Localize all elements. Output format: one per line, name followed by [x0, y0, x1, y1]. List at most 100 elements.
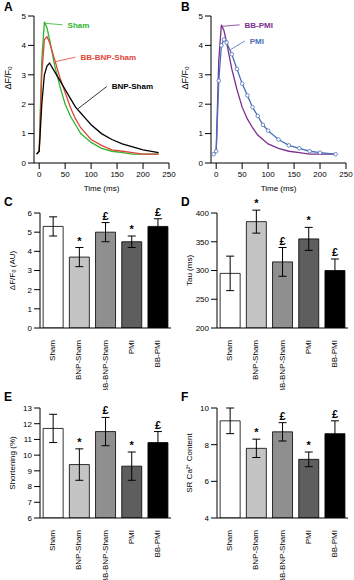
- svg-text:*: *: [77, 235, 82, 247]
- svg-text:8: 8: [205, 441, 210, 450]
- svg-text:BB-BNP-Sham: BB-BNP-Sham: [81, 53, 137, 62]
- svg-text:Time (ms): Time (ms): [84, 184, 120, 193]
- svg-text:1: 1: [199, 129, 204, 138]
- svg-text:11: 11: [24, 435, 33, 444]
- svg-text:200: 200: [196, 324, 210, 333]
- svg-text:BB-PMI: BB-PMI: [245, 21, 273, 30]
- svg-text:3: 3: [28, 266, 33, 275]
- svg-text:400: 400: [196, 209, 210, 218]
- svg-text:4: 4: [22, 41, 27, 50]
- svg-text:*: *: [130, 439, 135, 451]
- svg-text:0: 0: [28, 324, 33, 333]
- svg-text:ΔF/F₀: ΔF/F₀: [180, 66, 190, 90]
- svg-text:Sham: Sham: [48, 340, 57, 361]
- svg-text:10: 10: [200, 404, 209, 413]
- svg-text:250: 250: [196, 295, 210, 304]
- svg-text:250: 250: [162, 170, 176, 179]
- svg-text:£: £: [332, 408, 338, 420]
- svg-text:300: 300: [196, 266, 210, 275]
- svg-text:4: 4: [205, 514, 210, 523]
- svg-text:ΔF/F₀: ΔF/F₀: [8, 66, 13, 90]
- svg-text:100: 100: [261, 170, 275, 179]
- html-text:A: A: [4, 0, 13, 14]
- svg-text:Sham: Sham: [225, 340, 234, 361]
- svg-text:*: *: [254, 426, 259, 438]
- svg-text:£: £: [332, 246, 338, 258]
- svg-text:1: 1: [22, 129, 27, 138]
- svg-text:2: 2: [22, 100, 27, 109]
- svg-text:5: 5: [28, 228, 33, 237]
- svg-text:Time (ms): Time (ms): [261, 184, 297, 193]
- svg-text:150: 150: [287, 170, 301, 179]
- svg-text:6: 6: [28, 209, 33, 218]
- svg-text:BNP-Sham: BNP-Sham: [74, 340, 83, 380]
- svg-text:BB-PMI: BB-PMI: [153, 340, 162, 368]
- svg-text:5: 5: [199, 12, 204, 21]
- svg-text:12: 12: [23, 420, 32, 429]
- svg-text:BB-PMI: BB-PMI: [153, 530, 162, 558]
- svg-text:PMI: PMI: [304, 530, 313, 544]
- svg-text:£: £: [155, 206, 161, 218]
- svg-text:BNP-Sham: BNP-Sham: [112, 82, 153, 91]
- svg-text:4: 4: [199, 41, 204, 50]
- svg-text:13: 13: [23, 404, 32, 413]
- svg-text:100: 100: [84, 170, 98, 179]
- svg-text:0: 0: [214, 170, 219, 179]
- svg-text:5: 5: [22, 12, 27, 21]
- svg-text:0: 0: [37, 170, 42, 179]
- svg-text:BB-PMI: BB-PMI: [330, 530, 339, 558]
- svg-text:£: £: [102, 210, 108, 222]
- svg-text:*: *: [254, 197, 259, 209]
- svg-text:BB-BNP-Sham: BB-BNP-Sham: [101, 530, 110, 580]
- svg-text:Tau (ms): Tau (ms): [185, 255, 194, 286]
- svg-text:50: 50: [61, 170, 70, 179]
- svg-text:0: 0: [199, 159, 204, 168]
- svg-text:Shortening (%): Shortening (%): [8, 436, 17, 490]
- svg-text:2: 2: [199, 100, 204, 109]
- svg-text:Sham: Sham: [68, 21, 90, 30]
- svg-text:BNP-Sham: BNP-Sham: [251, 530, 260, 570]
- svg-text:PMI: PMI: [304, 340, 313, 354]
- svg-text:3: 3: [22, 71, 27, 80]
- svg-text:BB-BNP-Sham: BB-BNP-Sham: [101, 340, 110, 390]
- svg-text:PMI: PMI: [127, 530, 136, 544]
- html-text:B: B: [181, 0, 190, 14]
- svg-text:350: 350: [196, 238, 210, 247]
- svg-text:BB-BNP-Sham: BB-BNP-Sham: [278, 340, 287, 390]
- svg-text:200: 200: [313, 170, 327, 179]
- svg-text:200: 200: [136, 170, 150, 179]
- svg-text:6: 6: [205, 477, 210, 486]
- svg-text:4: 4: [28, 247, 33, 256]
- svg-text:0: 0: [22, 159, 27, 168]
- svg-text:Sham: Sham: [225, 530, 234, 551]
- svg-text:ΔF/F₀ (AU): ΔF/F₀ (AU): [8, 251, 17, 291]
- svg-text:BB-BNP-Sham: BB-BNP-Sham: [278, 530, 287, 580]
- svg-text:9: 9: [28, 467, 33, 476]
- svg-text:10: 10: [23, 451, 32, 460]
- svg-text:£: £: [102, 404, 108, 416]
- svg-text:8: 8: [28, 482, 33, 491]
- svg-text:150: 150: [110, 170, 124, 179]
- svg-text:3: 3: [199, 71, 204, 80]
- svg-text:*: *: [307, 439, 312, 451]
- svg-text:*: *: [130, 223, 135, 235]
- svg-text:£: £: [279, 410, 285, 422]
- svg-text:*: *: [77, 436, 82, 448]
- svg-text:BNP-Sham: BNP-Sham: [74, 530, 83, 570]
- svg-text:2: 2: [28, 286, 33, 295]
- html-text:C: C: [4, 195, 13, 209]
- svg-text:£: £: [155, 419, 161, 431]
- svg-text:6: 6: [28, 514, 33, 523]
- svg-text:SR Ca²⁺ Content: SR Ca²⁺ Content: [185, 432, 194, 492]
- svg-text:BB-PMI: BB-PMI: [330, 340, 339, 368]
- svg-text:1: 1: [28, 305, 33, 314]
- svg-text:7: 7: [28, 498, 33, 507]
- svg-text:250: 250: [339, 170, 346, 179]
- svg-text:*: *: [307, 214, 312, 226]
- svg-text:Sham: Sham: [48, 530, 57, 551]
- svg-text:£: £: [279, 235, 285, 247]
- svg-text:50: 50: [238, 170, 247, 179]
- svg-text:PMI: PMI: [127, 340, 136, 354]
- svg-text:BNP-Sham: BNP-Sham: [251, 340, 260, 380]
- svg-text:PMI: PMI: [250, 37, 264, 46]
